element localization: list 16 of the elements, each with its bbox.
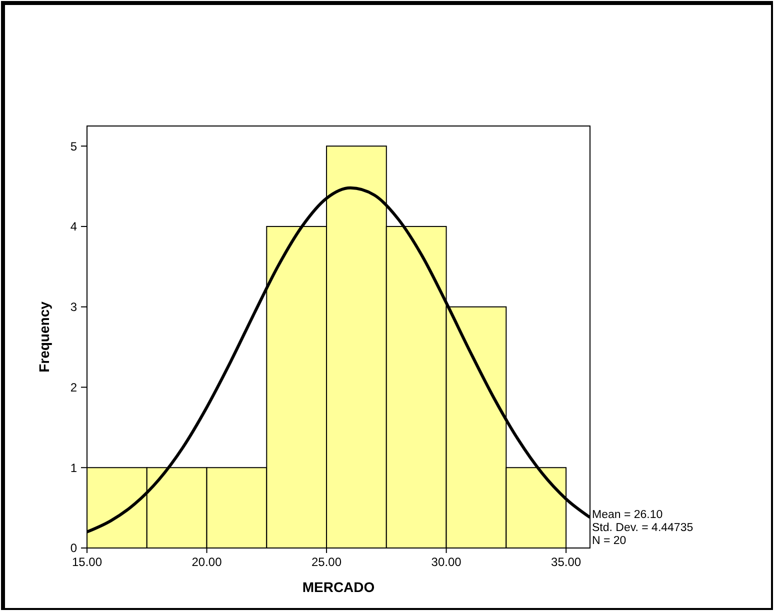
y-tick-label: 5	[70, 139, 78, 154]
x-tick-label: 15.00	[72, 555, 102, 569]
x-tick-label: 35.00	[551, 555, 582, 569]
x-axis-title: MERCADO	[302, 579, 375, 595]
y-tick-label: 0	[70, 541, 78, 556]
text: Mean = 26.10	[592, 509, 663, 521]
y-axis-title: Frequency	[36, 301, 52, 372]
text: Std. Dev. = 4.44735	[592, 522, 694, 534]
y-tick-label: 4	[70, 220, 78, 234]
y-tick-label: 2	[70, 380, 78, 394]
x-tick-label: 25.00	[312, 555, 342, 569]
y-tick-label: 1	[70, 460, 78, 475]
y-tick-label: 3	[70, 300, 78, 314]
x-tick-label: 20.00	[192, 555, 222, 569]
x-tick-label: 30.00	[431, 555, 462, 569]
text: N = 20	[592, 535, 626, 547]
